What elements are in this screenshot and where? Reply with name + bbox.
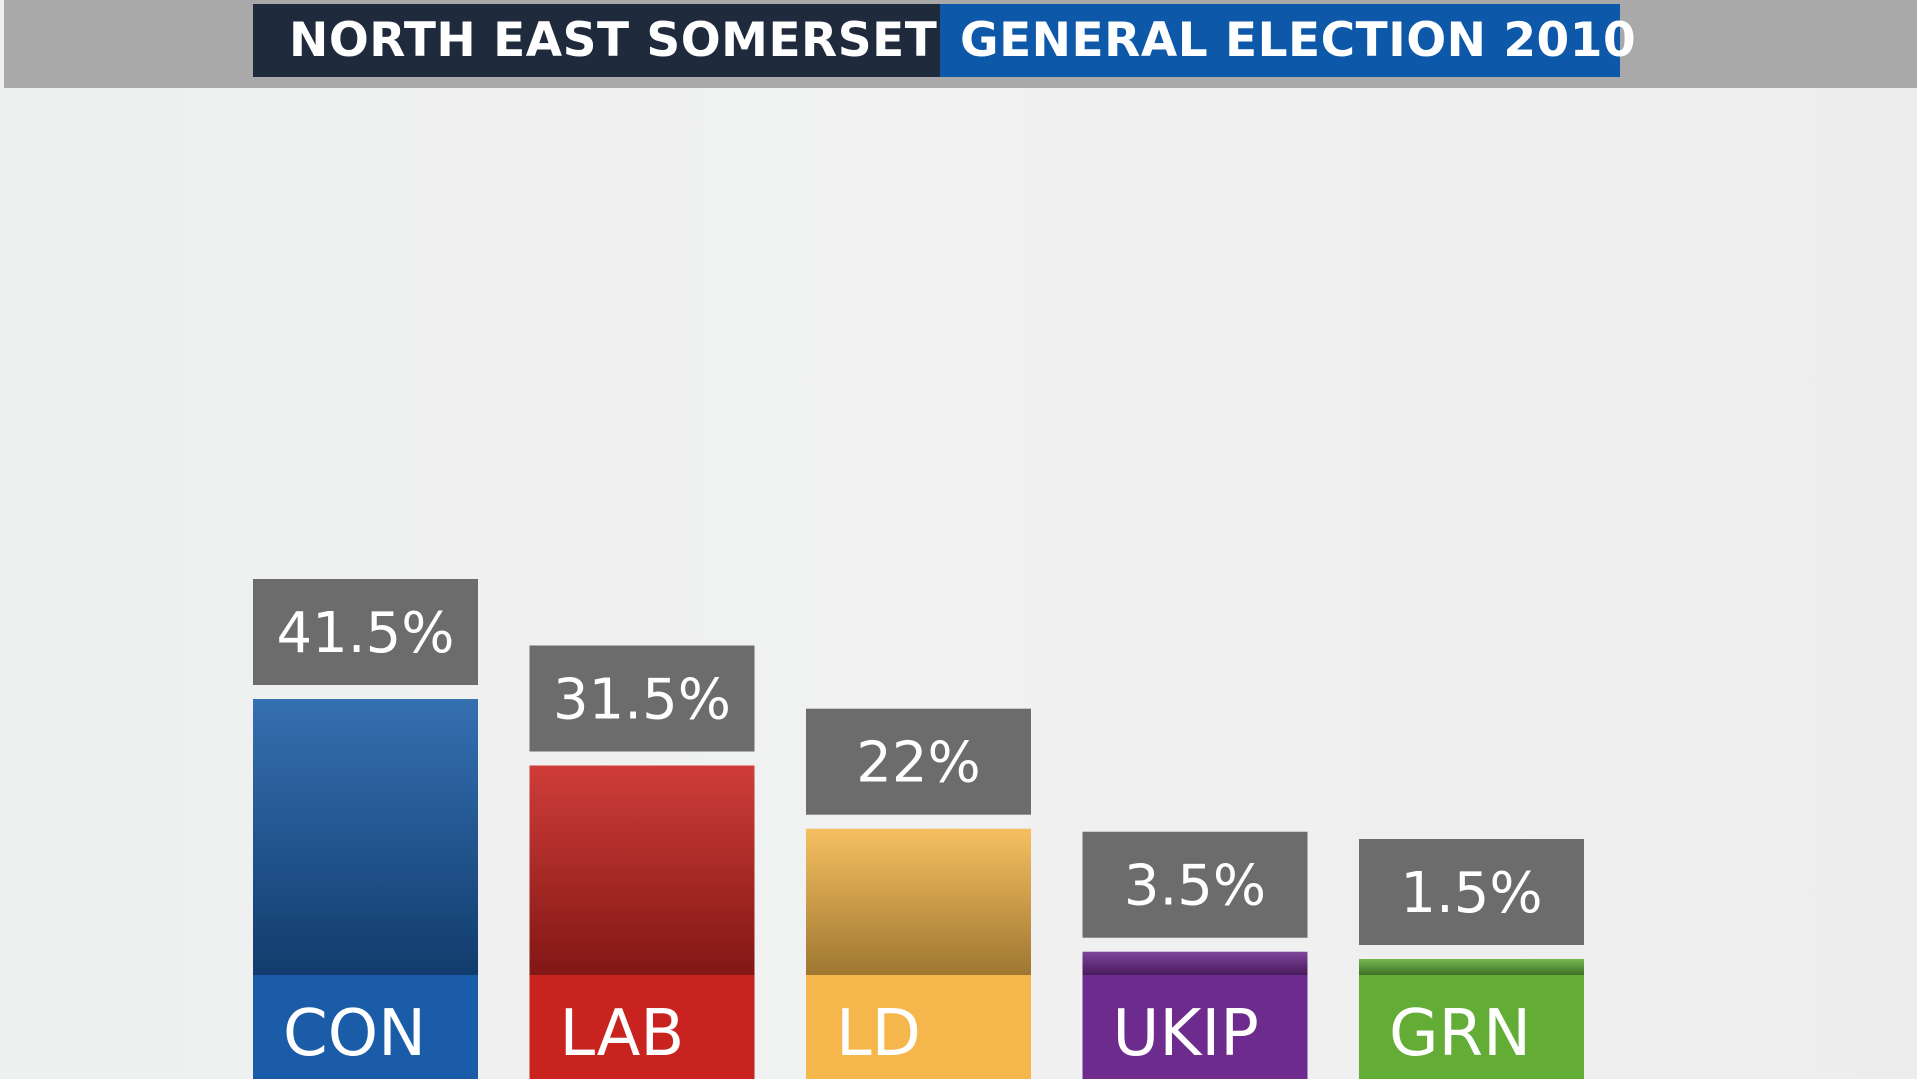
category-band-lab	[529, 975, 755, 1079]
value-box-ukip	[1082, 831, 1308, 938]
value-label-ld: 22%	[856, 731, 980, 796]
category-band-ld	[806, 975, 1031, 1079]
value-label-con: 41.5%	[277, 601, 455, 666]
value-box-con	[253, 579, 478, 685]
category-label-grn: GRN	[1389, 997, 1531, 1071]
category-label-con: CON	[283, 997, 426, 1071]
category-band-grn	[1359, 975, 1584, 1079]
value-box-lab	[529, 645, 755, 752]
value-label-grn: 1.5%	[1400, 861, 1542, 926]
constituency-title: NORTH EAST SOMERSET	[253, 4, 940, 77]
category-label-ld: LD	[836, 997, 921, 1071]
bar-con	[253, 699, 478, 975]
bar-ukip	[1082, 951, 1308, 975]
value-label-ukip: 3.5%	[1124, 854, 1266, 919]
value-box-grn	[1359, 839, 1584, 945]
value-box-ld	[806, 708, 1031, 815]
bars-group: 41.5% CON 31.5% LAB 22% LD 3.5% UKIP 1.5% GRN	[253, 579, 1584, 1079]
category-label-lab: LAB	[560, 997, 685, 1071]
category-band-con	[253, 975, 478, 1079]
bar-lab	[529, 765, 755, 975]
category-band-ukip	[1082, 975, 1308, 1079]
value-label-lab: 31.5%	[553, 668, 731, 733]
chart-title: NORTH EAST SOMERSET GENERAL ELECTION 201…	[253, 4, 1636, 77]
category-label-ukip: UKIP	[1113, 997, 1259, 1071]
election-title: GENERAL ELECTION 2010	[940, 4, 1636, 77]
bar-grn	[1359, 959, 1584, 975]
bar-ld	[806, 828, 1031, 975]
